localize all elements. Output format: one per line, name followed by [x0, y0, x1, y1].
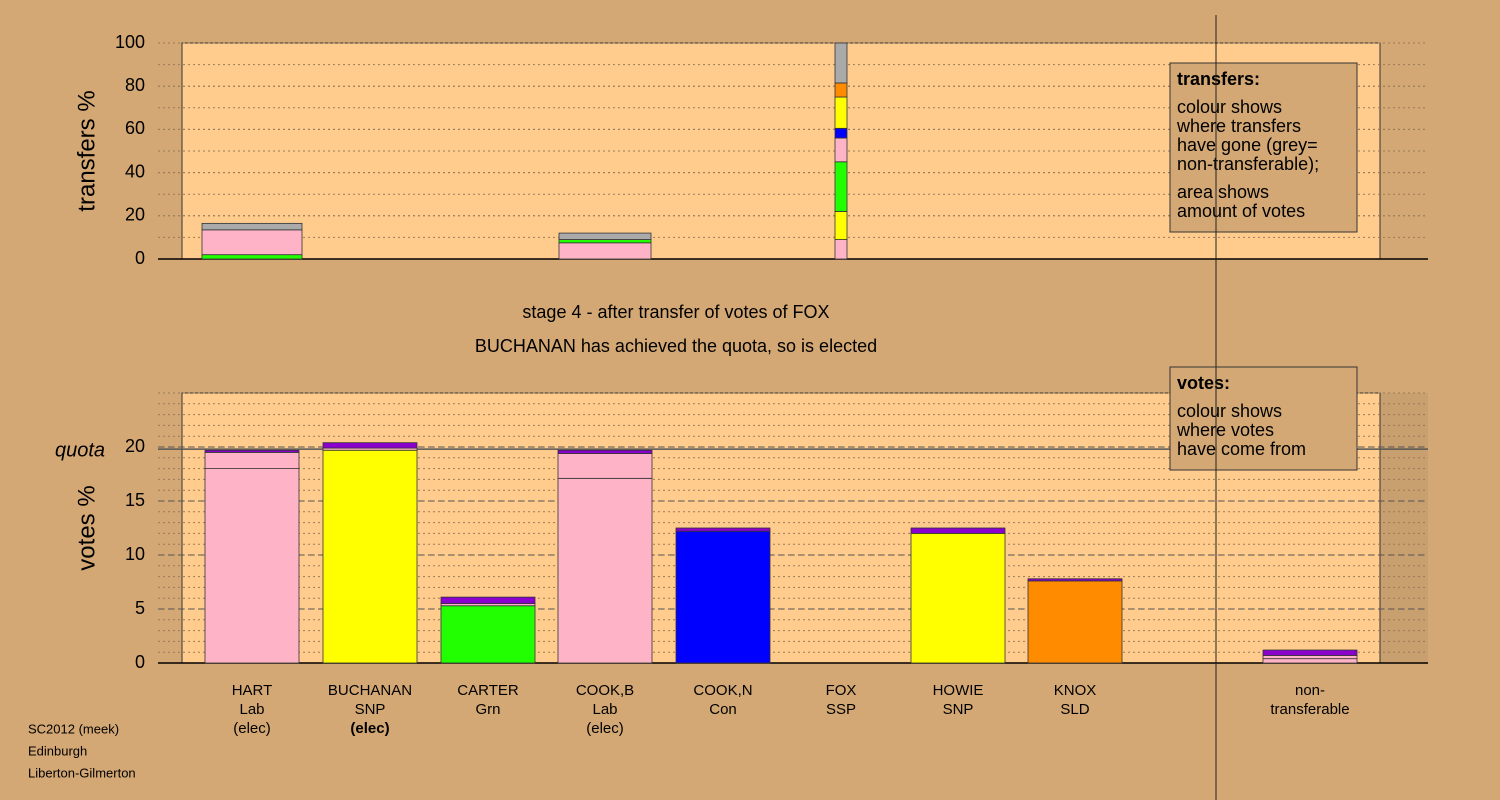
- x-tick-label: (elec): [233, 720, 271, 737]
- x-tick-label: CARTER: [457, 682, 519, 699]
- x-tick-label: SNP: [943, 701, 974, 718]
- legend-title: transfers:: [1177, 69, 1260, 89]
- bar-segment: [834, 96, 848, 129]
- stage-text: BUCHANAN has achieved the quota, so is e…: [475, 336, 877, 356]
- footer-text: Liberton-Gilmerton: [28, 765, 136, 780]
- y-tick-label: 0: [135, 652, 145, 672]
- bar-segment: [558, 232, 652, 240]
- bar-segment: [910, 527, 1006, 534]
- x-tick-label: non-: [1295, 682, 1325, 699]
- bar-segment: [322, 442, 418, 449]
- x-tick-label: Grn: [475, 701, 500, 718]
- y-axis-label: transfers %: [73, 90, 100, 211]
- legend-text: have come from: [1177, 439, 1306, 459]
- footer-text: Edinburgh: [28, 743, 87, 758]
- legend-text: where transfers: [1176, 116, 1301, 136]
- bar-segment: [201, 254, 303, 260]
- bar-segment: [201, 222, 303, 231]
- bar-segment: [204, 468, 300, 664]
- bar-segment: [834, 239, 848, 260]
- y-axis-label: votes %: [73, 485, 100, 570]
- x-tick-label: FOX: [826, 682, 857, 699]
- y-tick-label: 40: [125, 161, 145, 181]
- footer-text: SC2012 (meek): [28, 721, 119, 736]
- x-tick-label: BUCHANAN: [328, 682, 412, 699]
- bar-segment: [834, 42, 848, 84]
- legend-text: amount of votes: [1177, 201, 1305, 221]
- legend-title: votes:: [1177, 373, 1230, 393]
- x-tick-label: (elec): [350, 720, 389, 737]
- y-tick-label: 5: [135, 598, 145, 618]
- quota-label: quota: [55, 439, 105, 461]
- stage-text: stage 4 - after transfer of votes of FOX: [522, 302, 829, 322]
- legend-text: non-transferable);: [1177, 154, 1319, 174]
- bar-segment: [557, 453, 653, 479]
- bar-segment: [834, 127, 848, 139]
- bar-segment: [204, 451, 300, 469]
- x-tick-label: HART: [232, 682, 273, 699]
- bar-segment: [675, 527, 771, 532]
- bar-segment: [440, 596, 536, 604]
- bar-segment: [557, 477, 653, 664]
- legend-text: colour shows: [1177, 97, 1282, 117]
- right-shade: [1380, 393, 1428, 663]
- y-tick-label: 20: [125, 205, 145, 225]
- bar-segment: [834, 137, 848, 163]
- bar-segment: [1027, 578, 1123, 582]
- legend-text: have gone (grey=: [1177, 135, 1318, 155]
- y-tick-label: 100: [115, 32, 145, 52]
- x-tick-label: COOK,B: [576, 682, 634, 699]
- x-tick-label: KNOX: [1054, 682, 1097, 699]
- legend-text: area shows: [1177, 182, 1269, 202]
- x-tick-label: (elec): [586, 720, 624, 737]
- x-tick-label: Con: [709, 701, 737, 718]
- y-tick-label: 60: [125, 118, 145, 138]
- bar-segment: [1262, 649, 1358, 656]
- legend-box: [1169, 366, 1358, 471]
- y-tick-label: 15: [125, 490, 145, 510]
- bar-segment: [557, 449, 653, 454]
- y-tick-label: 0: [135, 248, 145, 268]
- bar-segment: [558, 242, 652, 260]
- bar-segment: [1262, 655, 1358, 660]
- x-tick-label: SLD: [1060, 701, 1089, 718]
- bar-segment: [204, 449, 300, 453]
- y-tick-label: 10: [125, 544, 145, 564]
- bar-segment: [834, 161, 848, 212]
- bar-segment: [201, 229, 303, 256]
- x-tick-label: Lab: [592, 701, 617, 718]
- y-tick-label: 80: [125, 75, 145, 95]
- bar-segment: [1262, 658, 1358, 664]
- bar-segment: [322, 449, 418, 664]
- legend-text: where votes: [1176, 420, 1274, 440]
- bar-segment: [834, 82, 848, 98]
- x-tick-label: COOK,N: [693, 682, 752, 699]
- bar-segment: [558, 239, 652, 244]
- x-tick-label: SNP: [355, 701, 386, 718]
- y-tick-label: 20: [125, 436, 145, 456]
- x-tick-label: Lab: [239, 701, 264, 718]
- bar-segment: [910, 533, 1006, 664]
- legend-text: colour shows: [1177, 401, 1282, 421]
- legend-box: [1169, 62, 1358, 233]
- x-tick-label: SSP: [826, 701, 856, 718]
- bar-segment: [834, 211, 848, 240]
- x-tick-label: transferable: [1270, 701, 1349, 718]
- bar-segment: [440, 605, 536, 664]
- x-tick-label: HOWIE: [933, 682, 984, 699]
- bar-segment: [1027, 580, 1123, 664]
- bar-segment: [675, 530, 771, 664]
